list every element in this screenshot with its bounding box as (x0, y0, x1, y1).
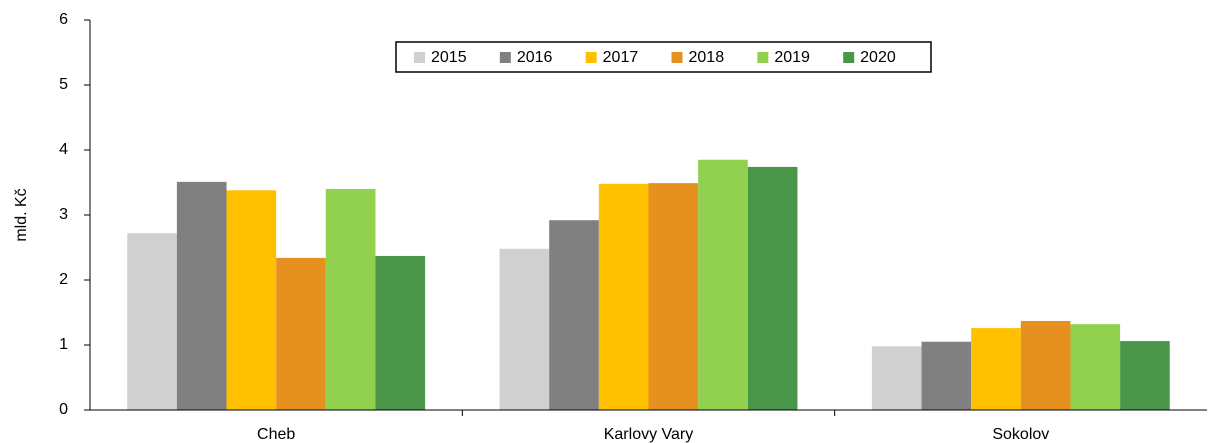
y-tick-label: 6 (59, 11, 68, 28)
bar (648, 183, 699, 410)
legend-swatch (585, 52, 597, 63)
legend-label: 2019 (774, 49, 810, 66)
legend-swatch (414, 52, 425, 63)
bar (176, 181, 227, 410)
y-axis-label: mld. Kč (13, 188, 30, 241)
y-tick-label: 2 (59, 271, 68, 288)
bar (971, 328, 1021, 410)
y-tick-label: 1 (59, 336, 68, 353)
bar (276, 257, 326, 410)
bar (127, 233, 177, 410)
y-tick-label: 4 (59, 141, 68, 158)
bar (375, 255, 426, 410)
bar (1120, 341, 1170, 410)
y-tick-label: 3 (59, 206, 68, 223)
bar (1020, 320, 1071, 410)
x-tick-label: Sokolov (992, 426, 1049, 443)
bar (499, 248, 550, 410)
legend-label: 2017 (603, 49, 639, 66)
bar (226, 190, 277, 410)
bar (921, 341, 972, 410)
legend-label: 2018 (689, 49, 725, 66)
bar (325, 189, 376, 410)
legend-label: 2020 (860, 49, 896, 66)
bar (1070, 324, 1121, 410)
legend-label: 2016 (517, 49, 553, 66)
y-tick-label: 0 (59, 401, 68, 418)
legend-swatch (499, 52, 511, 63)
bar (871, 346, 922, 410)
bar (747, 166, 798, 410)
y-tick-label: 5 (59, 76, 68, 93)
x-tick-label: Karlovy Vary (604, 426, 694, 443)
bar (598, 183, 649, 410)
bar (549, 220, 599, 410)
legend-swatch (757, 52, 769, 63)
bar (698, 159, 748, 410)
x-tick-label: Cheb (257, 426, 295, 443)
legend-box (395, 41, 932, 73)
legend-swatch (671, 52, 683, 63)
legend-label: 2015 (431, 49, 467, 66)
legend-swatch (843, 52, 855, 63)
